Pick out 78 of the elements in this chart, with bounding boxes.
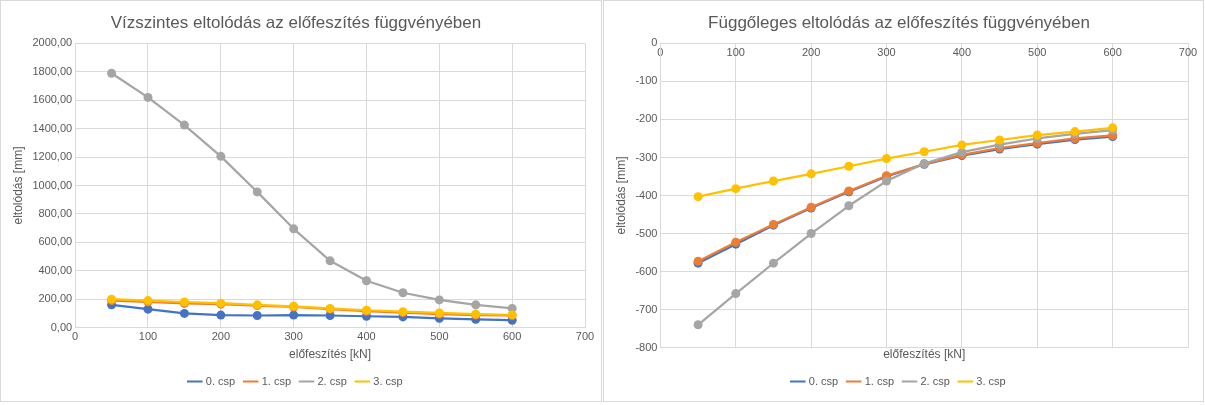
point bbox=[730, 184, 740, 194]
y-tick-label: -300 bbox=[634, 150, 657, 163]
legend-label: 3. csp bbox=[975, 374, 1006, 387]
y-tick-label: 200,00 bbox=[38, 292, 73, 305]
point bbox=[179, 120, 189, 130]
y-tick-label: -700 bbox=[634, 302, 657, 315]
point bbox=[806, 229, 816, 239]
x-axis-title: előfeszítés [kN] bbox=[882, 347, 965, 362]
x-tick-label: 200 bbox=[801, 46, 820, 59]
point bbox=[730, 289, 740, 299]
point bbox=[179, 308, 189, 318]
legend-label: 3. csp bbox=[373, 374, 403, 387]
y-axis-title: eltolódás [mm] bbox=[613, 156, 628, 235]
x-tick-label: 100 bbox=[138, 330, 158, 343]
x-tick-label: 500 bbox=[1027, 46, 1046, 59]
x-tick-label: 200 bbox=[211, 330, 231, 343]
point bbox=[434, 295, 444, 305]
point bbox=[881, 154, 891, 164]
legend-label: 2. csp bbox=[317, 374, 347, 387]
chart-title: Függőleges eltolódás az előfeszítés függvényében bbox=[707, 12, 1090, 32]
y-tick-label: 400,00 bbox=[38, 263, 73, 276]
point bbox=[843, 161, 853, 171]
y-tick-label: -500 bbox=[634, 226, 657, 239]
point bbox=[362, 276, 371, 286]
x-tick-label: 100 bbox=[726, 46, 745, 59]
point bbox=[843, 201, 853, 211]
point bbox=[881, 176, 891, 186]
y-tick-label: 1200,00 bbox=[32, 150, 73, 163]
point bbox=[398, 288, 408, 298]
y-tick-label: -100 bbox=[634, 74, 657, 87]
x-tick-label: 600 bbox=[502, 330, 522, 343]
point bbox=[107, 68, 117, 78]
point bbox=[289, 310, 299, 320]
point bbox=[768, 176, 778, 186]
y-tick-label: 1400,00 bbox=[32, 121, 73, 134]
x-tick-label: 400 bbox=[357, 330, 376, 343]
point bbox=[919, 147, 929, 157]
point bbox=[289, 224, 299, 234]
y-tick-label: -600 bbox=[634, 264, 657, 277]
legend-label: 0. csp bbox=[808, 374, 838, 387]
y-tick-label: 0,00 bbox=[50, 320, 73, 333]
y-axis-title: eltolódás [mm] bbox=[10, 146, 25, 225]
legend-label: 0. csp bbox=[205, 374, 236, 387]
x-tick-label: 400 bbox=[952, 46, 971, 59]
point bbox=[768, 258, 778, 268]
point bbox=[325, 256, 335, 266]
x-tick-label: 300 bbox=[876, 46, 896, 59]
x-tick-label: 300 bbox=[284, 330, 303, 343]
point bbox=[693, 320, 703, 330]
point bbox=[956, 140, 966, 150]
legend-label: 1. csp bbox=[864, 374, 894, 387]
x-tick-label: 700 bbox=[575, 330, 595, 343]
y-tick-label: -400 bbox=[634, 188, 657, 201]
x-tick-label: 500 bbox=[430, 330, 449, 343]
point bbox=[216, 310, 226, 320]
x-axis-title: előfeszítés [kN] bbox=[289, 347, 372, 362]
point bbox=[252, 187, 262, 197]
y-tick-label: -800 bbox=[634, 340, 657, 353]
point bbox=[994, 135, 1004, 145]
x-tick-label: 700 bbox=[1178, 46, 1197, 59]
point bbox=[143, 92, 153, 102]
legend-label: 1. csp bbox=[261, 374, 292, 387]
x-tick-label: 600 bbox=[1102, 46, 1122, 59]
point bbox=[216, 151, 226, 161]
point bbox=[806, 169, 816, 179]
y-tick-label: 1800,00 bbox=[32, 64, 73, 77]
point bbox=[252, 311, 262, 321]
legend-label: 2. csp bbox=[920, 374, 950, 387]
y-tick-label: 600,00 bbox=[38, 235, 73, 248]
y-tick-label: 1600,00 bbox=[32, 93, 73, 106]
y-tick-label: 1000,00 bbox=[32, 178, 73, 191]
point bbox=[693, 192, 703, 202]
y-tick-label: 0 bbox=[650, 36, 657, 49]
y-tick-label: 800,00 bbox=[38, 206, 73, 219]
y-tick-label: 2000,00 bbox=[32, 36, 73, 49]
chart-title: Vízszintes eltolódás az előfeszítés függvényében bbox=[110, 12, 482, 32]
point bbox=[471, 300, 481, 310]
y-tick-label: -200 bbox=[634, 112, 657, 125]
